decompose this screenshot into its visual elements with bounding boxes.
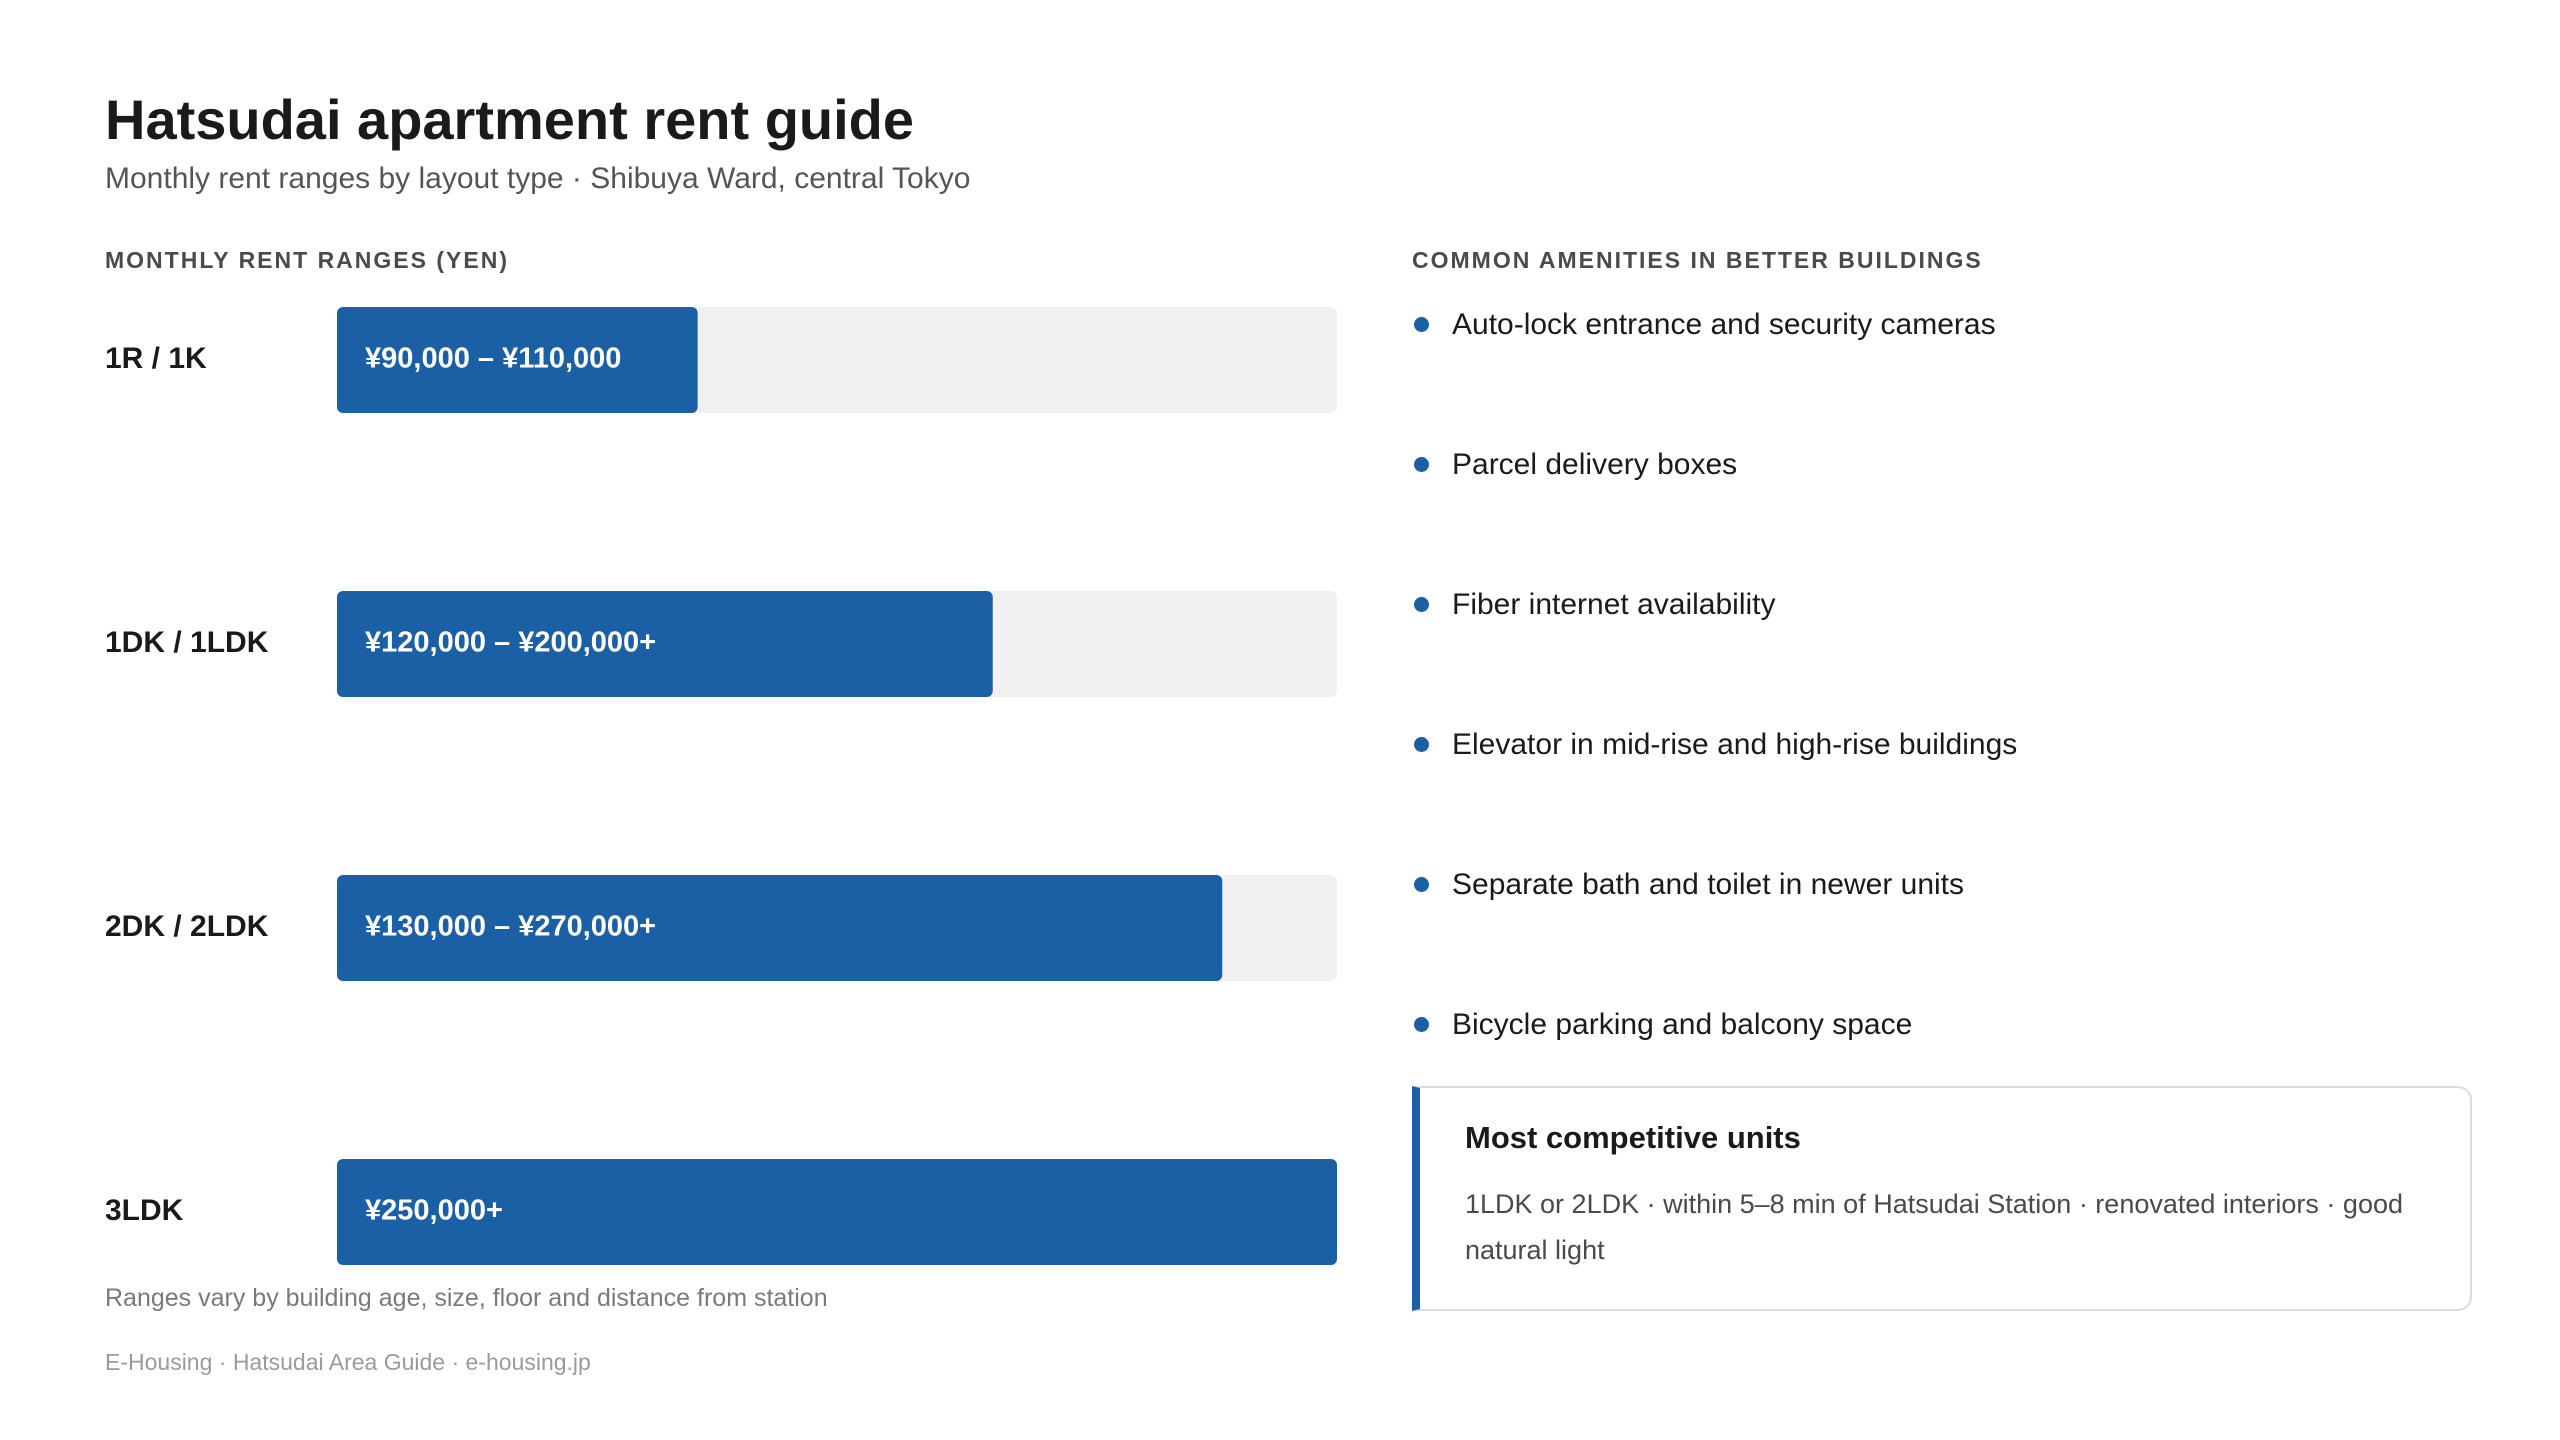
- amenity-item: Parcel delivery boxes: [1412, 445, 2412, 485]
- bullet-dot-icon: [1414, 317, 1429, 332]
- rent-range-chart: 1R / 1K ¥90,000 – ¥110,000 1DK / 1LDK ¥120,…: [105, 307, 1337, 1265]
- rent-range-chart-svg: 1R / 1K ¥90,000 – ¥110,000 1DK / 1LDK ¥120,…: [105, 307, 1337, 1265]
- category-label: 3LDK: [105, 1194, 184, 1227]
- rent-bar: [337, 307, 698, 413]
- category-label: 1DK / 1LDK: [105, 626, 269, 659]
- bullet-dot-icon: [1414, 597, 1429, 612]
- amenity-text: Auto-lock entrance and security cameras: [1452, 308, 1996, 341]
- footer-credit: E-Housing · Hatsudai Area Guide · e-hous…: [105, 1349, 591, 1375]
- page-subtitle: Monthly rent ranges by layout type · Shi…: [105, 162, 971, 195]
- bar-value-label: ¥120,000 – ¥200,000+: [365, 627, 656, 659]
- bar-value-label: ¥90,000 – ¥110,000: [365, 343, 621, 375]
- amenity-text: Parcel delivery boxes: [1452, 448, 1738, 481]
- amenity-item: Fiber internet availability: [1412, 585, 2412, 625]
- amenity-text: Fiber internet availability: [1452, 588, 1776, 621]
- page-title: Hatsudai apartment rent guide: [105, 88, 915, 151]
- rent-ranges-section-label: MONTHLY RENT RANGES (YEN): [105, 247, 509, 273]
- amenity-text: Elevator in mid-rise and high-rise build…: [1452, 728, 2018, 761]
- bullet-dot-icon: [1414, 737, 1429, 752]
- amenity-text: Bicycle parking and balcony space: [1452, 1008, 1913, 1041]
- callout-title: Most competitive units: [1465, 1120, 1801, 1155]
- bar-value-label: ¥250,000+: [365, 1195, 503, 1227]
- amenity-item: Elevator in mid-rise and high-rise build…: [1412, 725, 2412, 765]
- amenity-item: Separate bath and toilet in newer units: [1412, 865, 2412, 905]
- amenity-item: Auto-lock entrance and security cameras: [1412, 305, 2412, 345]
- chart-note: Ranges vary by building age, size, floor…: [105, 1284, 828, 1312]
- amenity-item: Bicycle parking and balcony space: [1412, 1005, 2412, 1045]
- bullet-dot-icon: [1414, 457, 1429, 472]
- rent-bar: [337, 1159, 1337, 1265]
- category-label: 1R / 1K: [105, 342, 207, 375]
- callout-body: 1LDK or 2LDK · within 5–8 min of Hatsuda…: [1465, 1189, 2403, 1265]
- competitive-units-callout: Most competitive units 1LDK or 2LDK · wi…: [1412, 1086, 2472, 1311]
- bar-value-label: ¥130,000 – ¥270,000+: [365, 911, 656, 943]
- amenities-section-label: COMMON AMENITIES IN BETTER BUILDINGS: [1412, 247, 1983, 273]
- category-label: 2DK / 2LDK: [105, 910, 269, 943]
- bullet-dot-icon: [1414, 1017, 1429, 1032]
- rent-bar: [337, 591, 993, 697]
- amenity-text: Separate bath and toilet in newer units: [1452, 868, 1965, 901]
- rent-bar: [337, 875, 1223, 981]
- bullet-dot-icon: [1414, 877, 1429, 892]
